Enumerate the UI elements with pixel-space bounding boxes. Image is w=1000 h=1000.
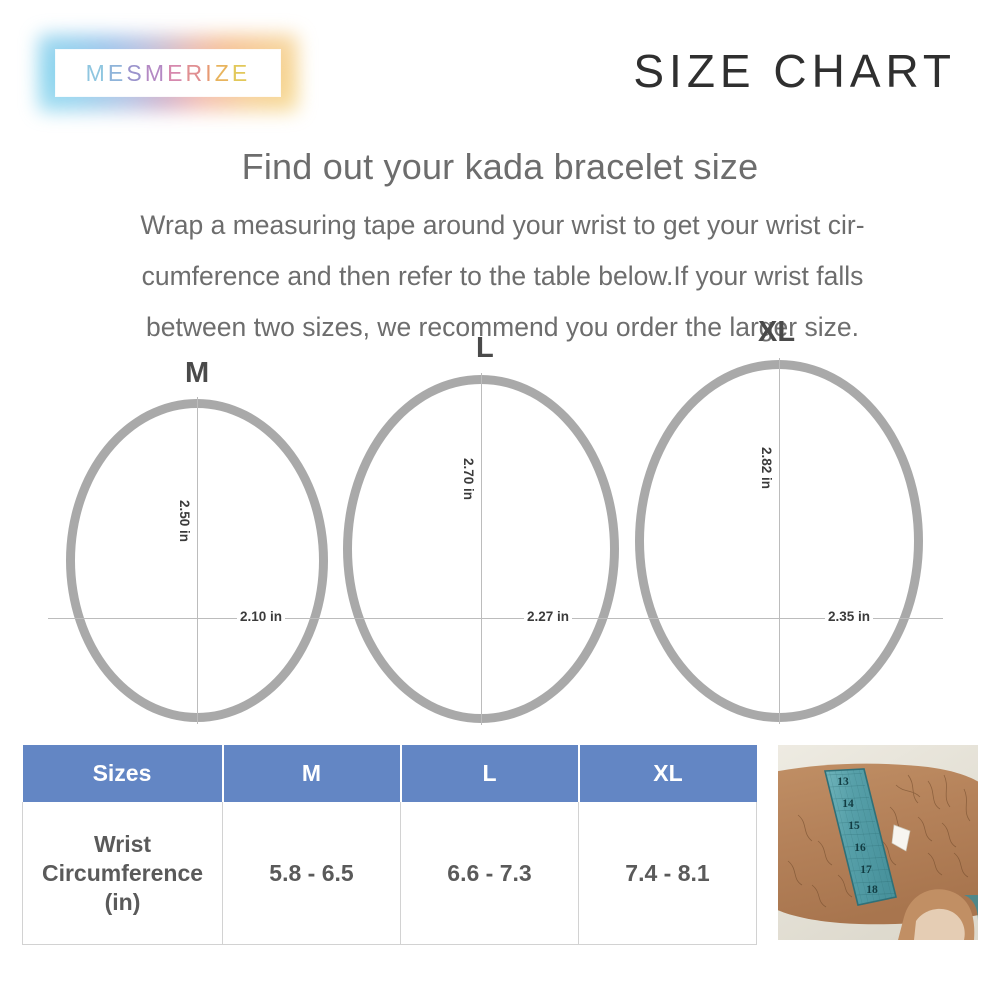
oval-width-label: 2.35 in bbox=[825, 609, 874, 624]
table-header-row: Sizes M L XL bbox=[22, 745, 757, 802]
column-header-xl: XL bbox=[578, 745, 757, 802]
row-label-line: Wrist bbox=[93, 830, 152, 857]
measuring-tape bbox=[825, 769, 896, 905]
brand-letter: S bbox=[126, 59, 145, 86]
brand-letter: I bbox=[205, 59, 215, 86]
logo-card bbox=[56, 50, 280, 96]
oval-group-l: L 2.70 in 2.27 in bbox=[325, 332, 637, 725]
row-label-line: Circumference bbox=[41, 859, 204, 886]
instructions-line: between two sizes, we recommend you orde… bbox=[146, 312, 859, 342]
tape-mark: 13 bbox=[837, 776, 849, 788]
oval-crosshair-vertical bbox=[779, 358, 780, 724]
cell-wrist-circumference-xl: 7.4 - 8.1 bbox=[578, 802, 757, 945]
brand-letter: Z bbox=[214, 59, 232, 86]
oval-group-xl: XL 2.82 in 2.35 in bbox=[617, 316, 943, 724]
tape-mark: 18 bbox=[866, 884, 878, 896]
tape-end-tag bbox=[891, 824, 911, 852]
column-header-l: L bbox=[400, 745, 580, 802]
tape-tail bbox=[964, 895, 978, 921]
tape-mark: 16 bbox=[854, 842, 866, 854]
size-table: Sizes M L XL Wrist Circumference (in) 5.… bbox=[22, 745, 757, 945]
oval-height-label: 2.70 in bbox=[461, 455, 476, 504]
oval-width-label: 2.10 in bbox=[237, 609, 286, 624]
section-heading: Find out your kada bracelet size bbox=[241, 146, 759, 187]
oval-crosshair-horizontal bbox=[617, 618, 943, 619]
brand-letter: E bbox=[231, 59, 251, 86]
oval-size-letter: XL bbox=[758, 316, 796, 348]
instructions-line: cumference and then refer to the table b… bbox=[141, 261, 864, 291]
oval-crosshair-vertical bbox=[481, 373, 482, 725]
brand-letter: M bbox=[144, 59, 168, 86]
oval-group-m: M 2.50 in 2.10 in bbox=[48, 357, 346, 724]
bracelet-size-diagram: M 2.50 in 2.10 in L 2.70 in 2.27 in XL 2… bbox=[0, 316, 1000, 740]
tape-number-group: 13 14 15 16 17 18 bbox=[837, 776, 878, 896]
row-label-wrist-circumference: Wrist Circumference (in) bbox=[22, 802, 223, 945]
oval-crosshair-horizontal bbox=[325, 618, 637, 619]
brand-letter: E bbox=[167, 59, 186, 86]
tape-graduations bbox=[826, 773, 896, 896]
brand-letter: M bbox=[85, 59, 108, 86]
instructions-text: Wrap a measuring tape around your wrist … bbox=[50, 200, 955, 353]
tape-mark: 14 bbox=[842, 798, 854, 810]
wrist-photo-illustration: 13 14 15 16 17 18 bbox=[778, 745, 978, 940]
oval-size-letter: L bbox=[476, 332, 494, 364]
oval-height-label: 2.82 in bbox=[759, 444, 774, 493]
instructions-line: Wrap a measuring tape around your wrist … bbox=[140, 210, 865, 240]
oval-size-letter: M bbox=[185, 357, 210, 389]
wrist-with-measuring-tape-photo: 13 14 15 16 17 18 bbox=[778, 745, 978, 940]
page-title: SIZE CHART bbox=[633, 45, 956, 97]
oval-width-label: 2.27 in bbox=[524, 609, 573, 624]
brand-letter: R bbox=[185, 59, 206, 86]
tape-mark: 17 bbox=[860, 864, 872, 876]
row-label-line: (in) bbox=[104, 888, 141, 915]
table-row: Wrist Circumference (in) 5.8 - 6.5 6.6 -… bbox=[22, 802, 757, 945]
cell-wrist-circumference-l: 6.6 - 7.3 bbox=[400, 802, 579, 945]
thumbnail bbox=[914, 908, 965, 940]
column-header-sizes: Sizes bbox=[22, 745, 224, 802]
cell-wrist-circumference-m: 5.8 - 6.5 bbox=[222, 802, 401, 945]
tape-mark: 15 bbox=[848, 820, 860, 832]
arm-hair bbox=[787, 774, 971, 908]
column-header-m: M bbox=[222, 745, 402, 802]
oval-height-label: 2.50 in bbox=[177, 497, 192, 546]
oval-crosshair-horizontal bbox=[48, 618, 346, 619]
oval-crosshair-vertical bbox=[197, 397, 198, 724]
brand-letter: E bbox=[107, 59, 127, 86]
